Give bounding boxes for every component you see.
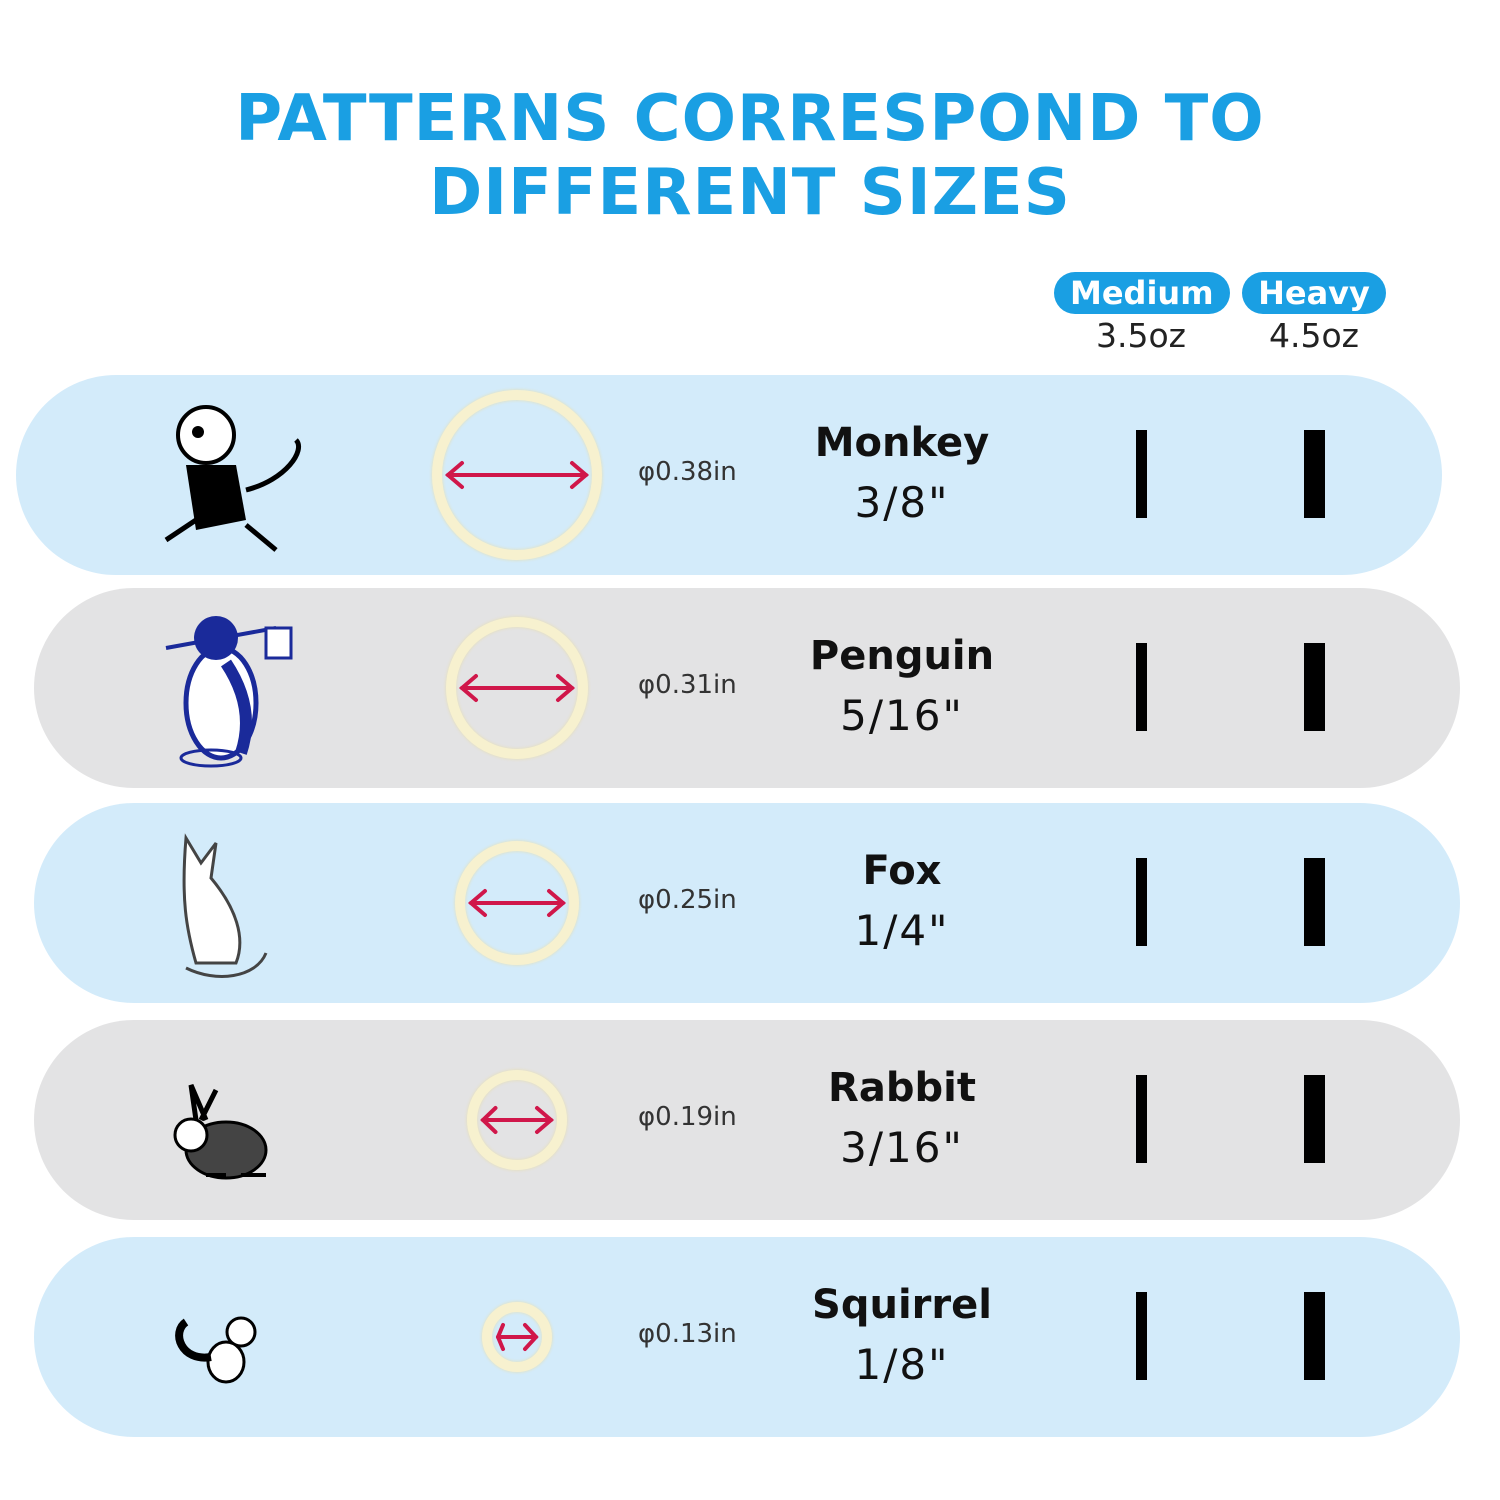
animal-name: Rabbit — [828, 1065, 976, 1111]
size-row: φ0.31in Penguin 5/16" — [34, 588, 1460, 788]
diameter-label: φ0.31in — [638, 670, 737, 700]
heavy-thickness-bar — [1304, 1292, 1325, 1380]
size-fraction: 3/16" — [840, 1123, 964, 1172]
rabbit-icon — [126, 1035, 316, 1205]
heavy-weight: 4.5oz — [1269, 316, 1359, 355]
title-line-2: DIFFERENT SIZES — [429, 156, 1071, 230]
size-row: φ0.13in Squirrel 1/8" — [34, 1237, 1460, 1437]
ring-image — [455, 841, 579, 965]
medium-thickness-bar — [1136, 1292, 1147, 1380]
column-header-heavy: Heavy 4.5oz — [1227, 272, 1401, 358]
heavy-thickness-bar — [1304, 643, 1325, 731]
diameter-arrow-icon — [495, 1323, 539, 1351]
squirrel-icon — [126, 1252, 316, 1422]
heavy-thickness-bar — [1304, 858, 1325, 946]
fox-icon — [126, 818, 316, 988]
heavy-thickness-bar — [1304, 1075, 1325, 1163]
column-header-medium: Medium 3.5oz — [1054, 272, 1230, 358]
diameter-label: φ0.25in — [638, 885, 737, 915]
animal-name: Penguin — [809, 633, 995, 679]
ring-image — [432, 390, 602, 560]
diameter-label: φ0.13in — [638, 1319, 737, 1349]
size-fraction: 3/8" — [854, 478, 950, 527]
size-fraction: 1/8" — [854, 1340, 950, 1389]
size-fraction: 5/16" — [840, 691, 964, 740]
medium-badge: Medium — [1054, 272, 1230, 314]
size-row: φ0.38in Monkey 3/8" — [16, 375, 1442, 575]
diameter-label: φ0.38in — [638, 457, 737, 487]
diameter-label: φ0.19in — [638, 1102, 737, 1132]
medium-thickness-bar — [1136, 430, 1147, 518]
heavy-thickness-bar — [1304, 430, 1325, 518]
size-row: φ0.19in Rabbit 3/16" — [34, 1020, 1460, 1220]
medium-thickness-bar — [1136, 1075, 1147, 1163]
medium-thickness-bar — [1136, 858, 1147, 946]
size-fraction: 1/4" — [854, 906, 950, 955]
diameter-arrow-icon — [444, 461, 590, 489]
heavy-badge: Heavy — [1242, 272, 1386, 314]
animal-name: Fox — [862, 848, 942, 894]
ring-image — [482, 1302, 552, 1372]
diameter-arrow-icon — [480, 1106, 555, 1134]
animal-name: Monkey — [814, 420, 990, 466]
ring-image — [446, 617, 588, 759]
ring-image — [467, 1070, 567, 1170]
diameter-arrow-icon — [467, 889, 567, 917]
animal-name: Squirrel — [812, 1282, 992, 1328]
size-row: φ0.25in Fox 1/4" — [34, 803, 1460, 1003]
title-line-1: PATTERNS CORRESPOND TO — [235, 82, 1265, 156]
monkey-icon — [126, 390, 316, 560]
medium-thickness-bar — [1136, 643, 1147, 731]
diameter-arrow-icon — [458, 674, 576, 702]
medium-weight: 3.5oz — [1096, 316, 1186, 355]
page-title: PATTERNS CORRESPOND TO DIFFERENT SIZES — [0, 82, 1500, 230]
penguin-icon — [126, 603, 316, 773]
